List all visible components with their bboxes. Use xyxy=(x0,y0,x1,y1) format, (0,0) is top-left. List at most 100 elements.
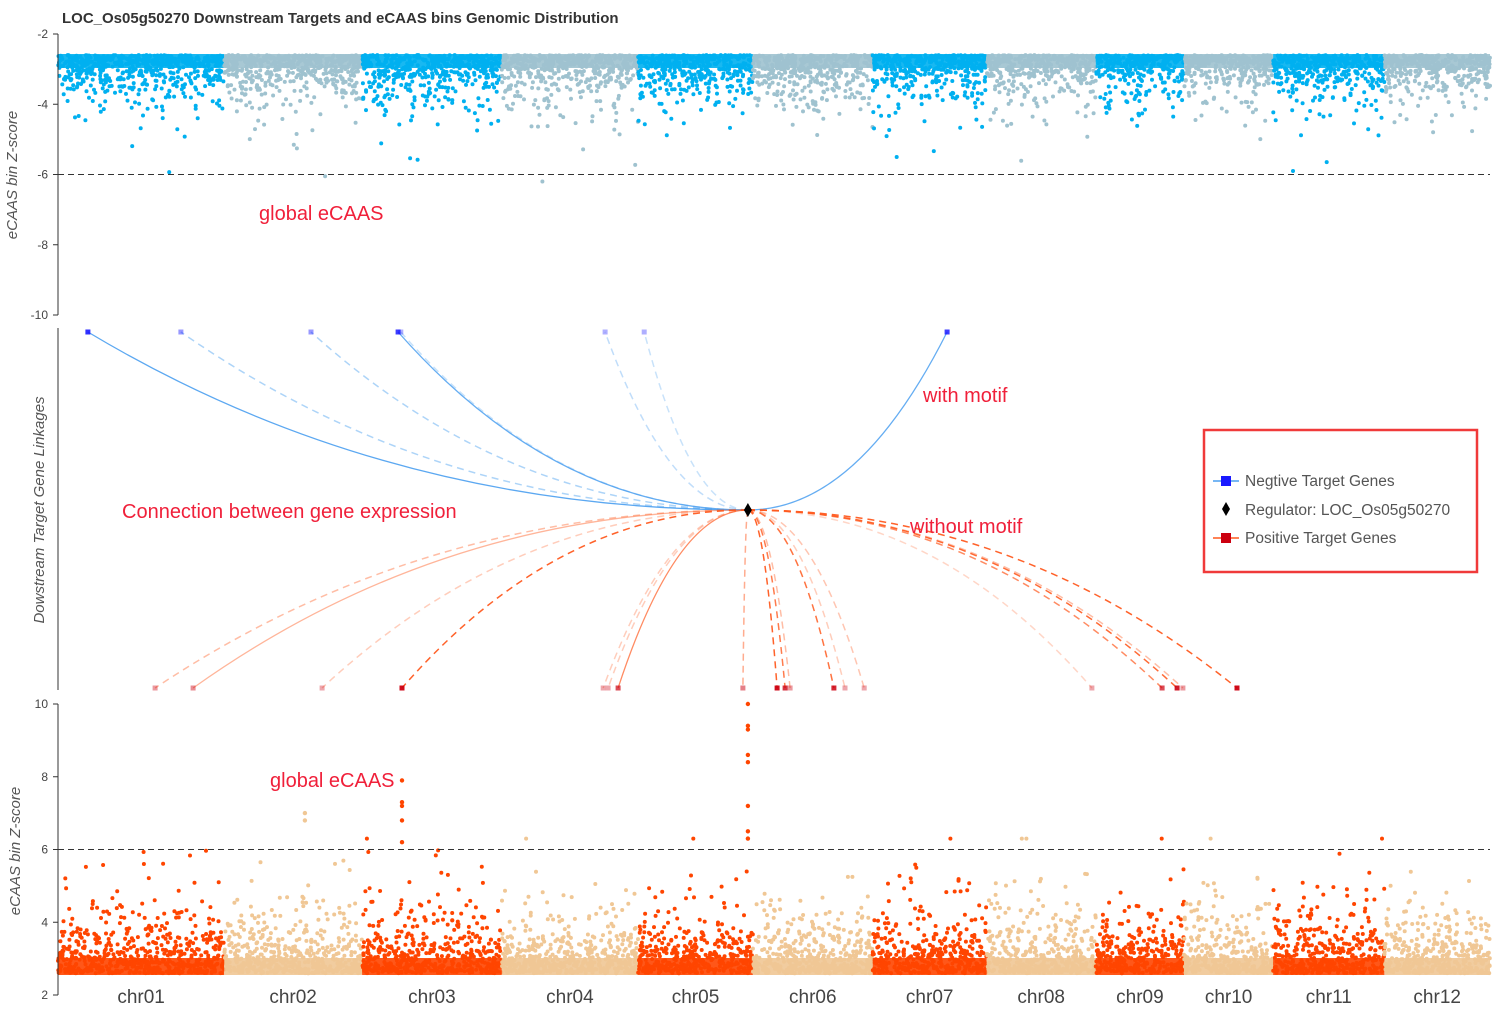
top-bin-point xyxy=(958,125,963,130)
top-bin-point xyxy=(940,98,945,103)
top-bin-point xyxy=(564,85,569,90)
top-bin-point xyxy=(250,105,255,110)
top-bin-point xyxy=(556,88,561,93)
top-bin-point xyxy=(1398,98,1403,103)
top-bin-point xyxy=(1135,123,1140,128)
top-bin-point xyxy=(350,84,355,89)
top-bin-point xyxy=(801,109,805,114)
top-bin-point xyxy=(638,83,643,88)
top-bin-point xyxy=(154,104,159,109)
top-bin-point xyxy=(65,99,70,103)
top-bin-point xyxy=(391,80,396,85)
top-bin-point xyxy=(798,76,802,81)
top-bin-point xyxy=(637,76,642,81)
top-bin-point xyxy=(367,80,372,85)
top-bin-point xyxy=(896,102,901,107)
top-bin-point xyxy=(281,102,286,107)
top-bin-point xyxy=(1294,98,1299,103)
top-bin-point xyxy=(1264,79,1269,84)
top-bin-point xyxy=(1308,109,1313,113)
top-bin-point xyxy=(484,84,489,89)
top-bin-point xyxy=(382,113,387,118)
top-bin-point xyxy=(508,67,512,72)
top-bin-point xyxy=(491,67,496,72)
top-bin-point xyxy=(1249,68,1254,73)
top-bin-point xyxy=(181,91,186,96)
top-bin-point xyxy=(430,75,435,80)
top-bin-point xyxy=(259,78,264,82)
top-bin-point xyxy=(1263,118,1268,123)
top-bin-point xyxy=(578,69,583,74)
top-bin-point xyxy=(323,174,328,179)
top-bin-point xyxy=(386,75,391,80)
top-bin-point xyxy=(1187,93,1192,98)
top-bin-point xyxy=(1219,106,1224,111)
top-bin-point xyxy=(450,86,455,91)
top-bin-point xyxy=(391,77,396,82)
top-bin-point xyxy=(808,74,813,79)
top-bin-point xyxy=(337,68,342,73)
top-bin-point xyxy=(153,78,158,83)
top-bin-point xyxy=(756,73,761,78)
top-bin-point xyxy=(547,75,552,80)
top-bin-point xyxy=(1257,69,1262,74)
top-bin-point xyxy=(1178,90,1183,94)
top-bin-point xyxy=(628,77,633,82)
top-bin-point xyxy=(113,90,117,95)
top-bin-point xyxy=(581,147,586,152)
top-bin-point xyxy=(997,90,1002,95)
top-bin-point xyxy=(672,70,677,75)
top-bin-point xyxy=(90,77,95,82)
top-bin-point xyxy=(417,72,422,77)
top-bin-point xyxy=(930,79,935,84)
top-bin-point xyxy=(746,81,751,85)
top-bin-point xyxy=(692,72,697,77)
top-bin-point xyxy=(232,87,237,92)
top-bin-point xyxy=(1138,83,1143,88)
top-bin-point xyxy=(318,77,323,82)
top-bin-point xyxy=(386,69,391,74)
top-bin-point xyxy=(1016,68,1021,73)
top-bin-point xyxy=(636,118,641,123)
top-bin-point xyxy=(143,69,148,74)
top-bin-point xyxy=(1281,88,1286,93)
top-bin-point xyxy=(642,122,647,127)
top-bin-point xyxy=(143,78,148,82)
top-bin-point xyxy=(460,73,465,78)
top-bin-point xyxy=(747,77,752,82)
top-bin-point xyxy=(1336,67,1341,72)
top-bin-point xyxy=(1010,67,1015,72)
top-bin-point xyxy=(1006,78,1011,83)
top-bin-point xyxy=(1315,69,1320,74)
top-bin-point xyxy=(593,76,598,80)
top-bin-point xyxy=(553,71,558,76)
top-bin-point xyxy=(657,71,661,76)
top-bin-point xyxy=(103,73,108,78)
top-bin-point xyxy=(247,76,252,81)
top-bin-point xyxy=(436,98,441,103)
top-bin-point xyxy=(472,111,477,116)
top-bin-point xyxy=(265,69,270,74)
top-bin-point xyxy=(1257,73,1262,78)
top-bin-point xyxy=(101,107,106,112)
top-bin-point xyxy=(1294,87,1299,92)
top-bin-point xyxy=(509,83,514,88)
top-bin-point xyxy=(175,127,180,132)
top-bin-point xyxy=(385,87,390,92)
top-bin-point xyxy=(1083,104,1088,109)
top-bin-point xyxy=(227,67,232,72)
top-bin-point xyxy=(1006,92,1011,97)
top-bin-point xyxy=(864,74,869,79)
top-bin-point xyxy=(1288,94,1293,99)
top-bin-point xyxy=(141,113,145,118)
top-bin-point xyxy=(690,83,695,88)
top-bin-point xyxy=(536,71,541,76)
top-bin-point xyxy=(906,85,911,89)
top-bin-point xyxy=(1042,96,1047,101)
top-bin-point xyxy=(1015,72,1020,77)
top-bin-point xyxy=(291,142,296,147)
top-bin-point xyxy=(594,99,599,104)
top-bin-point xyxy=(138,126,143,131)
top-bin-band xyxy=(362,54,502,68)
top-bin-point xyxy=(1313,95,1317,100)
